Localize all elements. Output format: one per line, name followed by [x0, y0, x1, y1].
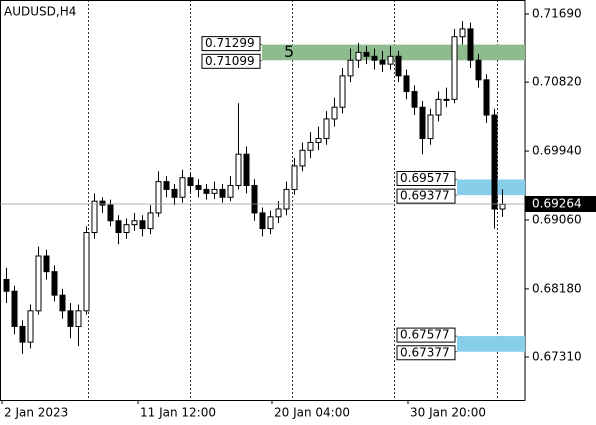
candle-body — [475, 59, 482, 81]
candle-body — [467, 28, 474, 61]
candle-body — [19, 325, 26, 343]
x-tick-label: 30 Jan 20:00 — [410, 406, 486, 420]
candle-body — [107, 204, 114, 222]
candle-body — [347, 59, 354, 77]
candle-body — [115, 220, 122, 233]
candle-body — [227, 185, 234, 198]
zone-top-label: 0.71299 — [205, 36, 255, 50]
candle-body — [11, 290, 18, 327]
candle-body — [299, 149, 306, 167]
zone — [457, 336, 525, 352]
candle-body — [43, 255, 50, 273]
candle-body — [403, 75, 410, 93]
current-price-label: 0.69264 — [532, 196, 582, 210]
candle-body — [419, 106, 426, 140]
candle-body — [355, 51, 362, 61]
candle-body — [427, 114, 434, 140]
candle-body — [123, 224, 130, 233]
zone-label-box — [201, 53, 261, 69]
zone — [262, 44, 525, 61]
candle-body — [83, 231, 90, 312]
candle-body — [483, 79, 490, 116]
zone-top-label: 0.69577 — [400, 171, 450, 185]
candle-body — [51, 271, 58, 296]
current-price-box — [525, 195, 596, 212]
candle-body — [131, 220, 138, 226]
candle-body — [459, 28, 466, 38]
candle-body — [315, 138, 322, 143]
candle-body — [139, 220, 146, 230]
zone-label-box — [396, 170, 456, 186]
candle-body — [179, 177, 186, 198]
candle-body — [27, 310, 34, 343]
candle-body — [195, 185, 202, 190]
candle-body — [35, 255, 42, 312]
candle-body — [339, 75, 346, 108]
zone-label-box — [396, 327, 456, 343]
candle-body — [67, 310, 74, 327]
candle-body — [251, 185, 258, 214]
zone-bottom-label: 0.69377 — [400, 189, 450, 203]
candle-body — [171, 188, 178, 198]
x-tick-label: 2 Jan 2023 — [4, 406, 68, 420]
candle-body — [363, 51, 370, 57]
candle-body — [91, 200, 98, 233]
candle-body — [259, 212, 266, 230]
candle-body — [499, 203, 506, 210]
candle-body — [491, 114, 498, 210]
candle-body — [379, 59, 386, 65]
x-tick-label: 20 Jan 04:00 — [274, 406, 350, 420]
y-tick-label: 0.69940 — [532, 144, 582, 158]
candle-body — [411, 91, 418, 108]
candle-body — [235, 153, 242, 187]
zone — [457, 179, 525, 196]
candle-body — [387, 55, 394, 65]
zone-label-box — [396, 345, 456, 361]
candle-body — [163, 181, 170, 190]
y-tick-label: 0.71690 — [532, 7, 582, 21]
y-tick-label: 0.69060 — [532, 212, 582, 226]
candle-body — [243, 153, 250, 187]
candle-body — [323, 118, 330, 140]
candle-body — [187, 177, 194, 187]
y-tick-label: 0.67310 — [532, 350, 582, 364]
candle-body — [275, 208, 282, 218]
candle-body — [99, 200, 106, 206]
candle-body — [219, 188, 226, 198]
candle-body — [307, 141, 314, 151]
candle-body — [147, 212, 154, 230]
candle-body — [283, 188, 290, 210]
x-tick-label: 11 Jan 12:00 — [140, 406, 216, 420]
candle-body — [267, 216, 274, 230]
candle-body — [75, 310, 82, 327]
zone-label-box — [201, 36, 261, 52]
candle-body — [3, 278, 10, 292]
candle-body — [59, 294, 66, 312]
candle-body — [435, 98, 442, 116]
candle-body — [395, 55, 402, 77]
zone-label-box — [396, 188, 456, 204]
y-tick-label: 0.70820 — [532, 75, 582, 89]
candle-body — [211, 188, 218, 194]
candle-body — [331, 106, 338, 120]
zone-bottom-label: 0.67377 — [400, 345, 450, 359]
candle-body — [203, 188, 210, 194]
candle-body — [443, 98, 450, 101]
zone-name: 5 — [284, 42, 294, 61]
candle-body — [371, 55, 378, 61]
zone-bottom-label: 0.71099 — [205, 54, 255, 68]
chart-title: AUDUSD,H4 — [4, 5, 76, 19]
candle-body — [451, 36, 458, 100]
y-tick-label: 0.68180 — [532, 281, 582, 295]
candle-body — [155, 181, 162, 214]
zone-top-label: 0.67577 — [400, 328, 450, 342]
candle-body — [291, 165, 298, 190]
